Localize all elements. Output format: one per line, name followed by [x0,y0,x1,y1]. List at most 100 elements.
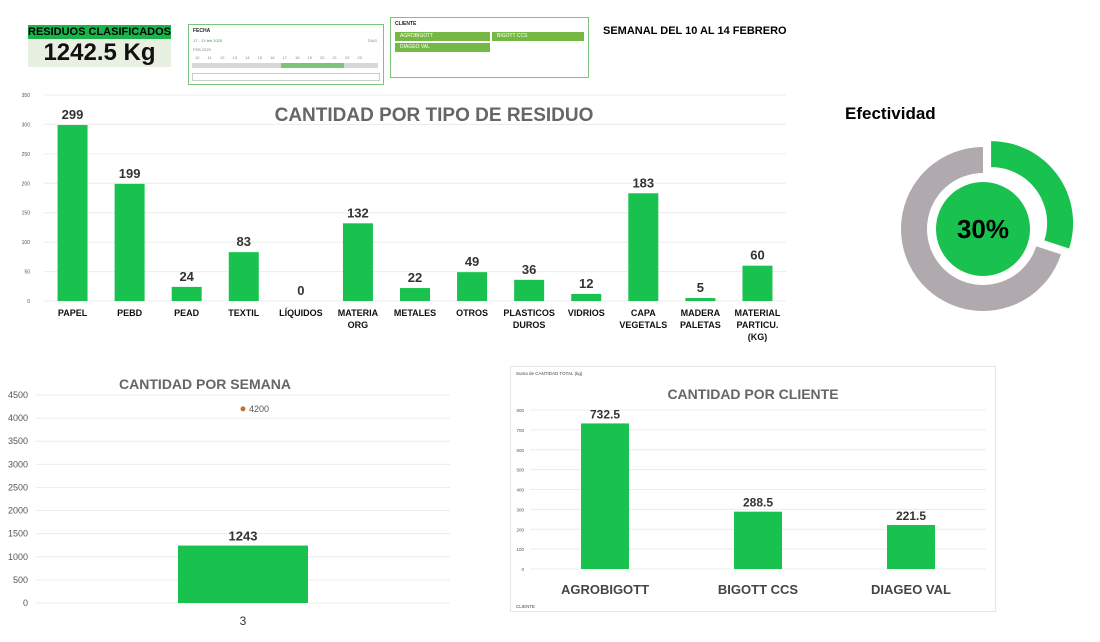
bar [514,279,545,301]
chart-axis-field: CLIENTE [516,604,535,609]
date-slicer-day[interactable]: 12 [220,55,225,60]
date-slicer[interactable]: FECHA 17 - 13 feb 2025 DÍAS FEB 2025 10 1… [188,24,384,85]
data-label: 132 [347,205,369,220]
date-slicer-day[interactable]: 10 [195,55,200,60]
category-label: PALETAS [680,320,721,330]
client-slicer[interactable]: CLIENTE AGROBIGOTT BIGOTT CCS DIAGEO VAL [390,17,589,78]
donut-title: Efectividad [845,104,936,123]
y-tick-label: 2500 [8,482,28,492]
chart-effectiveness-donut: 30% [901,141,1074,311]
y-tick-label: 600 [516,448,524,453]
date-slicer-day[interactable]: 20 [320,55,325,60]
bar [628,193,659,301]
category-label: CAPA [631,308,656,318]
outlier-label: 4200 [249,404,269,414]
date-slicer-header: FECHA [193,28,211,34]
y-tick-label: 4000 [8,413,28,423]
y-tick-label: 350 [22,93,31,99]
data-label: 83 [237,234,251,249]
bar [742,265,773,301]
date-slicer-day[interactable]: 18 [295,55,300,60]
client-slicer-item[interactable]: AGROBIGOTT [395,32,490,41]
category-label: PAPEL [58,308,88,318]
data-label: 732.5 [590,407,620,421]
donut-center-label: 30% [957,214,1009,244]
data-label: 183 [632,175,654,190]
data-label: 12 [579,276,593,291]
category-label: METALES [394,308,436,318]
data-label: 299 [62,107,84,122]
y-tick-label: 400 [516,488,524,493]
category-label: MATERIAL [735,308,781,318]
chart-title: CANTIDAD POR SEMANA [119,376,291,392]
bar [400,288,430,301]
date-slicer-day[interactable]: 11 [207,55,212,60]
data-label: 24 [179,269,194,284]
y-tick-label: 50 [24,270,30,276]
category-label: BIGOTT CCS [718,582,798,597]
bar [734,511,782,569]
data-label: 22 [408,270,422,285]
date-slicer-day[interactable]: 21 [332,55,337,60]
category-label: DUROS [513,320,546,330]
category-label: TEXTIL [228,308,260,318]
donut-center [936,182,1030,276]
date-slicer-day[interactable]: 17 [282,55,287,60]
y-tick-label: 200 [516,527,524,532]
data-label: 288.5 [743,496,773,510]
category-label: LÍQUIDOS [279,308,323,318]
chart-by-week: CANTIDAD POR SEMANA 0 500 1000 1500 2000 2500… [8,376,450,628]
bar [178,545,308,603]
date-slicer-timeline[interactable] [192,63,378,68]
category-label: ORG [348,320,369,330]
data-label: 0 [297,283,304,298]
category-label: MATERIA [338,308,379,318]
date-slicer-scrollbar[interactable] [192,73,380,81]
y-tick-label: 100 [516,547,524,552]
y-tick-label: 0 [23,598,28,608]
chart-by-client: Suma de CANTIDAD TOTAL (kg) CANTIDAD POR… [510,366,996,612]
y-tick-label: 500 [516,468,524,473]
period-label: SEMANAL DEL 10 AL 14 FEBRERO [603,25,787,37]
bar [228,252,259,301]
kpi-value: 1242.5 Kg [28,39,171,67]
y-tick-label: 300 [22,122,31,128]
kpi-title: RESIDUOS CLASIFICADOS [28,25,172,39]
date-slicer-day[interactable]: 13 [232,55,237,60]
chart-residue-types: CANTIDAD POR TIPO DE RESIDUO 05010015020… [22,93,786,342]
chart-title: CANTIDAD POR TIPO DE RESIDUO [275,105,594,126]
date-slicer-selection[interactable] [281,63,344,68]
date-slicer-day[interactable]: 23 [357,55,362,60]
category-label: PEBD [117,308,143,318]
data-label: 60 [750,248,764,263]
outlier-point [240,406,246,412]
y-tick-label: 250 [22,152,31,158]
date-slicer-level[interactable]: DÍAS [367,38,377,43]
date-slicer-month: FEB 2025 [193,47,211,52]
y-tick-label: 3500 [8,436,28,446]
bar [342,223,373,301]
client-slicer-header: CLIENTE [395,21,417,27]
date-slicer-day[interactable]: 16 [270,55,275,60]
client-slicer-item[interactable]: BIGOTT CCS [492,32,584,41]
y-tick-label: 2000 [8,506,28,516]
date-slicer-day[interactable]: 22 [345,55,350,60]
date-slicer-day[interactable]: 14 [245,55,250,60]
data-label: 221.5 [896,509,926,523]
y-tick-label: 4500 [8,390,28,400]
bar [114,183,145,301]
data-label: 199 [119,166,141,181]
donut-slice [901,147,1061,311]
date-slicer-days: 10 11 12 13 14 15 16 17 18 19 20 21 22 23 [192,55,378,65]
category-label: MADERA [681,308,721,318]
bar [581,423,629,569]
y-tick-label: 3000 [8,459,28,469]
y-tick-label: 500 [13,575,28,585]
client-slicer-item[interactable]: DIAGEO VAL [395,43,490,52]
category-label: PEAD [174,308,200,318]
y-tick-label: 100 [22,240,31,246]
date-slicer-day[interactable]: 19 [307,55,312,60]
date-slicer-range: 17 - 13 feb 2025 [193,38,223,43]
date-slicer-day[interactable]: 15 [257,55,262,60]
y-tick-label: 0 [521,567,524,572]
